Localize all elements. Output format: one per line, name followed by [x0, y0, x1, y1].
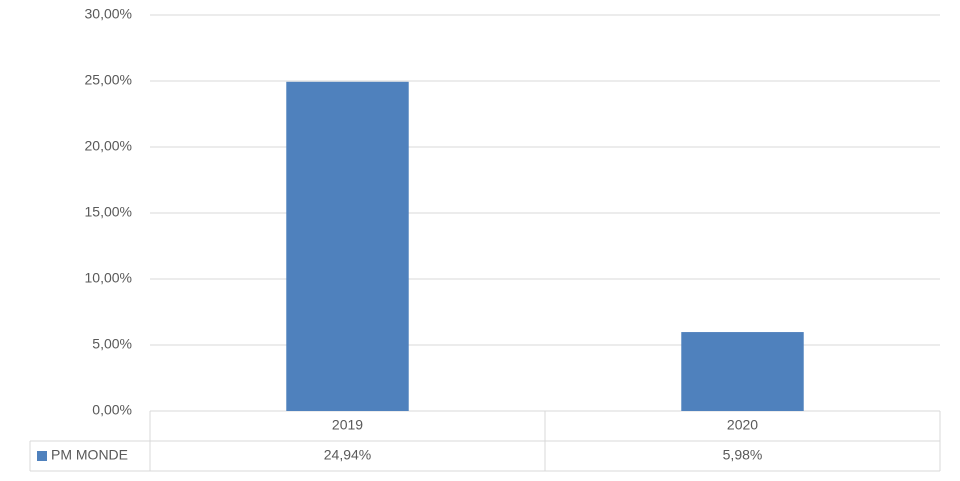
y-tick-label: 0,00%: [92, 402, 132, 418]
y-tick-label: 10,00%: [85, 270, 132, 286]
y-tick-label: 5,00%: [92, 336, 132, 352]
table-value: 24,94%: [324, 447, 371, 463]
y-tick-label: 15,00%: [85, 204, 132, 220]
y-tick-label: 20,00%: [85, 138, 132, 154]
y-tick-label: 30,00%: [85, 6, 132, 22]
y-tick-label: 25,00%: [85, 72, 132, 88]
bar: [286, 81, 409, 412]
legend-label: PM MONDE: [51, 447, 128, 463]
table-value: 5,98%: [723, 447, 763, 463]
x-tick-label: 2019: [332, 417, 363, 433]
bar: [681, 332, 804, 411]
legend-key: [37, 451, 47, 461]
x-tick-label: 2020: [727, 417, 758, 433]
